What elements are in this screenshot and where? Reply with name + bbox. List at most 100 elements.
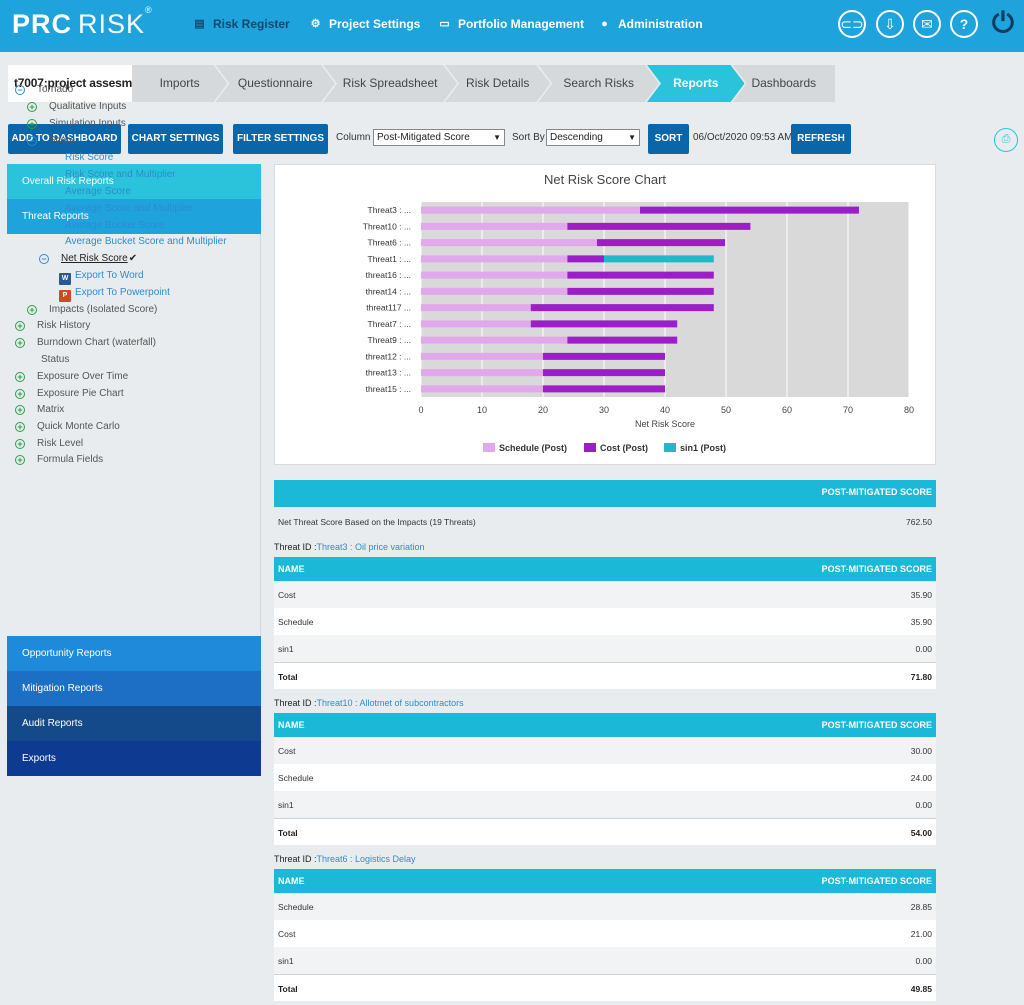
bar-cost-post [543,352,665,360]
tree-item-matrix[interactable]: + Matrix [15,404,64,416]
tree-item-qualitative-inputs[interactable]: + Qualitative Inputs [27,101,126,113]
post-mitigated-score-header: POST-MITIGATED SCORE [821,487,932,497]
tree-item-export-to-powerpoint[interactable]: P Export To Powerpoint [59,287,170,302]
project-name: t7007:project assesmen [8,65,132,102]
nav-project-settings[interactable]: ⚙ Project Settings [310,17,421,31]
export-icon[interactable]: ⇩ [876,10,904,38]
tree-item-net-risk-score[interactable]: − Net Risk Score✔ [39,253,137,265]
bar-schedule-post [421,222,568,230]
nav-portfolio-management[interactable]: ▭ Portfolio Management [439,17,585,31]
expand-icon[interactable]: + [15,455,25,465]
tree-item-exposure-pie-chart[interactable]: + Exposure Pie Chart [15,388,124,400]
tab-imports[interactable]: Imports [132,65,228,102]
table-total-row: Total 71.80 [274,662,936,689]
collapse-icon[interactable]: − [39,254,49,264]
expand-icon[interactable]: + [15,321,25,331]
sidebar-overall-risk-reports[interactable]: Overall Risk Reports [7,164,261,199]
legend-label: Schedule (Post) [499,443,567,453]
x-tick-label: 80 [904,405,914,415]
impact-name: sin1 [278,956,294,966]
tab-risk-details[interactable]: Risk Details [445,65,550,102]
tree-item-exposure-over-time[interactable]: + Exposure Over Time [15,371,128,383]
legend-swatch [664,443,676,452]
tree-item-label: Formula Fields [37,454,104,465]
expand-icon[interactable]: + [27,305,37,315]
tab-reports[interactable]: Reports [647,65,745,102]
threat-id-link[interactable]: Threat6 : Logistics Delay [316,854,416,864]
category-label: Threat1 : ... [368,254,411,264]
save-report-icon[interactable]: ⎙ [994,128,1018,152]
bar-schedule-post [421,369,543,377]
column-label: Column [336,132,371,143]
expand-icon[interactable]: + [15,338,25,348]
tree-item-formula-fields[interactable]: + Formula Fields [15,454,103,466]
category-label: Threat7 : ... [368,319,411,329]
tree-item-average-score[interactable]: Average Score [65,186,131,198]
tree-item-risk-level[interactable]: + Risk Level [15,438,83,450]
tree-item-label: Risk History [37,320,91,331]
expand-icon[interactable]: + [15,372,25,382]
tree-item-score[interactable]: − Score [27,135,75,147]
add-to-dashboard-button[interactable]: ADD TO DASHBOARD [8,124,121,154]
nav-risk-register[interactable]: ▤ Risk Register [194,17,290,31]
filter-settings-button[interactable]: FILTER SETTINGS [233,124,328,154]
collapse-icon[interactable]: − [27,136,37,146]
folder-icon: ▭ [439,18,450,30]
impact-name: Cost [278,746,296,756]
tree-item-export-to-word[interactable]: W Export To Word [59,270,144,285]
tree-item-burndown-chart-waterfall[interactable]: + Burndown Chart (waterfall) [15,337,156,349]
tab-dashboards[interactable]: Dashboards [732,65,835,102]
sidebar-mitigation-reports[interactable]: Mitigation Reports [7,671,261,706]
category-label: Threat10 : ... [363,221,411,231]
expand-icon[interactable]: + [15,422,25,432]
tree-item-average-score-and-multiplier[interactable]: Average Score and Multiplier [65,203,193,215]
x-tick-label: 30 [599,405,609,415]
threat-id-link[interactable]: Threat3 : Oil price variation [316,542,425,552]
expand-icon[interactable]: + [15,405,25,415]
power-icon[interactable]: ⏻ [991,7,1015,38]
tree-item-risk-history[interactable]: + Risk History [15,320,90,332]
tree-item-simulation-inputs[interactable]: + Simulation Inputs [27,118,126,130]
checkmark-icon: ✔ [128,253,138,264]
sidebar-opportunity-reports[interactable]: Opportunity Reports [7,636,261,671]
tab-questionnaire[interactable]: Questionnaire [215,65,335,102]
bar-schedule-post [421,239,597,247]
impact-name: Schedule [278,773,314,783]
tree-item-tornado[interactable]: − Tornado [15,84,73,96]
chart-title: Net Risk Score Chart [543,172,667,187]
expand-icon[interactable]: + [27,102,37,112]
tree-item-risk-score-and-multiplier[interactable]: Risk Score and Multiplier [65,169,176,181]
tree-item-impacts-isolated-score[interactable]: + Impacts (Isolated Score) [27,304,157,316]
tree-item-label: Average Score [65,186,131,197]
expand-icon[interactable]: + [27,119,37,129]
mail-icon[interactable]: ✉ [913,10,941,38]
tab-risk-spreadsheet[interactable]: Risk Spreadsheet [323,65,457,102]
tree-item-label: Quick Monte Carlo [37,421,120,432]
tree-item-average-bucket-score[interactable]: Average Bucket Score [65,220,164,232]
toggle-icon[interactable]: ⊂⊃ [838,10,866,38]
nav-administration[interactable]: ● Administration [598,17,703,31]
expand-icon[interactable]: + [15,439,25,449]
table-row: Cost 21.00 [274,920,936,947]
tab-search-risks[interactable]: Search Risks [538,65,659,102]
threat-id-label: Threat ID :Threat6 : Logistics Delay [274,854,416,864]
sort-button[interactable]: SORT [648,124,689,154]
sidebar-exports[interactable]: Exports [7,741,261,776]
tree-item-quick-monte-carlo[interactable]: + Quick Monte Carlo [15,421,120,433]
sidebar-audit-reports[interactable]: Audit Reports [7,706,261,741]
chart-settings-button[interactable]: CHART SETTINGS [128,124,223,154]
sortby-select[interactable]: Descending ▼ [546,129,640,146]
refresh-button[interactable]: REFRESH [791,124,851,154]
tree-item-risk-score[interactable]: Risk Score [65,152,113,164]
threat-score-table: NAME POST-MITIGATED SCORE Schedule 28.85 Cos… [274,869,936,1001]
sidebar-threat-reports[interactable]: Threat Reports [7,199,261,234]
help-icon[interactable]: ? [950,10,978,38]
tree-item-average-bucket-score-and-multiplier[interactable]: Average Bucket Score and Multiplier [65,236,227,248]
column-select[interactable]: Post-Mitigated Score ▼ [373,129,505,146]
expand-icon[interactable]: + [15,389,25,399]
tree-item-status[interactable]: Status [41,354,69,366]
app-logo[interactable]: PRC RISK® [12,5,153,39]
chevron-down-icon: ▼ [493,133,501,142]
threat-id-link[interactable]: Threat10 : Allotmet of subcontractors [316,698,464,708]
collapse-icon[interactable]: − [15,85,25,95]
